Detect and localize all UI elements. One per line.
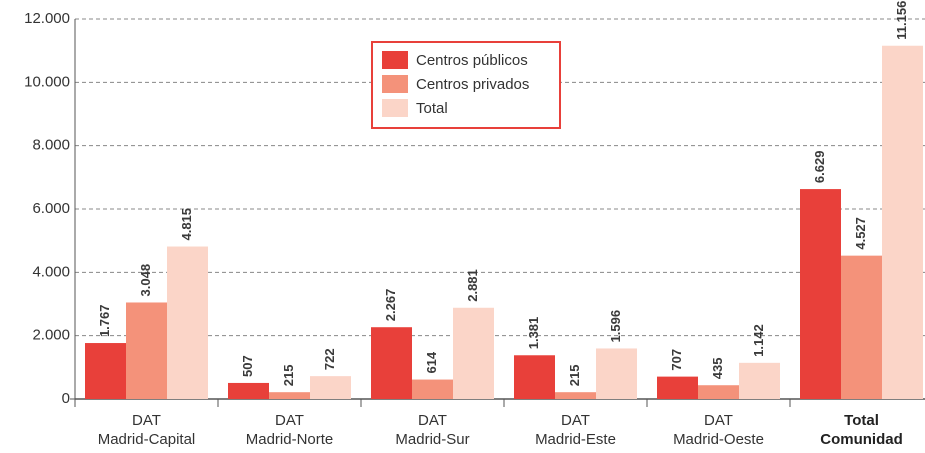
y-tick-label: 10.000 bbox=[24, 73, 70, 90]
y-tick-label: 6.000 bbox=[32, 200, 70, 217]
x-tick-label: Madrid-Oeste bbox=[673, 431, 764, 448]
legend-swatch bbox=[382, 99, 408, 117]
value-label: 1.381 bbox=[526, 317, 541, 350]
x-tick-label: DAT bbox=[418, 412, 447, 429]
value-label: 1.767 bbox=[97, 304, 112, 337]
bar bbox=[412, 379, 453, 399]
bar bbox=[85, 343, 126, 399]
value-label: 2.267 bbox=[383, 289, 398, 322]
legend-label: Centros privados bbox=[416, 76, 529, 93]
bar bbox=[841, 255, 882, 399]
value-label: 1.596 bbox=[608, 310, 623, 343]
y-tick-label: 12.000 bbox=[24, 10, 70, 27]
x-tick-label: Madrid-Este bbox=[535, 431, 616, 448]
bar bbox=[371, 327, 412, 399]
value-label: 11.156 bbox=[894, 1, 909, 40]
bar bbox=[555, 392, 596, 399]
x-tick-label: Total bbox=[844, 412, 879, 429]
bar bbox=[453, 307, 494, 399]
value-label: 2.881 bbox=[465, 269, 480, 302]
bar bbox=[269, 392, 310, 399]
x-tick-label: DAT bbox=[704, 412, 733, 429]
bar bbox=[739, 362, 780, 399]
bar bbox=[657, 376, 698, 399]
legend-swatch bbox=[382, 75, 408, 93]
x-tick-label: Comunidad bbox=[820, 431, 903, 448]
x-tick-label: DAT bbox=[561, 412, 590, 429]
bar bbox=[514, 355, 555, 399]
value-label: 507 bbox=[240, 355, 255, 377]
y-tick-label: 0 bbox=[62, 390, 70, 407]
bar bbox=[800, 189, 841, 399]
value-label: 614 bbox=[424, 351, 439, 373]
x-tick-label: Madrid-Norte bbox=[246, 431, 334, 448]
x-tick-label: Madrid-Capital bbox=[98, 431, 196, 448]
legend-label: Total bbox=[416, 100, 448, 117]
x-tick-label: DAT bbox=[275, 412, 304, 429]
y-tick-label: 8.000 bbox=[32, 137, 70, 154]
bar bbox=[310, 376, 351, 399]
y-tick-label: 2.000 bbox=[32, 327, 70, 344]
value-label: 4.527 bbox=[853, 217, 868, 250]
value-label: 6.629 bbox=[812, 151, 827, 184]
bar bbox=[882, 45, 923, 400]
x-tick-label: Madrid-Sur bbox=[395, 431, 469, 448]
bar bbox=[596, 348, 637, 399]
value-label: 215 bbox=[281, 364, 296, 386]
value-label: 1.142 bbox=[751, 324, 766, 357]
value-label: 707 bbox=[669, 349, 684, 371]
legend-swatch bbox=[382, 51, 408, 69]
bar bbox=[228, 382, 269, 399]
value-label: 722 bbox=[322, 348, 337, 370]
legend-label: Centros públicos bbox=[416, 52, 528, 69]
bar bbox=[126, 302, 167, 399]
value-label: 215 bbox=[567, 364, 582, 386]
value-label: 435 bbox=[710, 358, 725, 380]
value-label: 3.048 bbox=[138, 264, 153, 297]
bar bbox=[167, 246, 208, 399]
bar bbox=[698, 385, 739, 399]
value-label: 4.815 bbox=[179, 208, 194, 241]
y-tick-label: 4.000 bbox=[32, 263, 70, 280]
x-tick-label: DAT bbox=[132, 412, 161, 429]
